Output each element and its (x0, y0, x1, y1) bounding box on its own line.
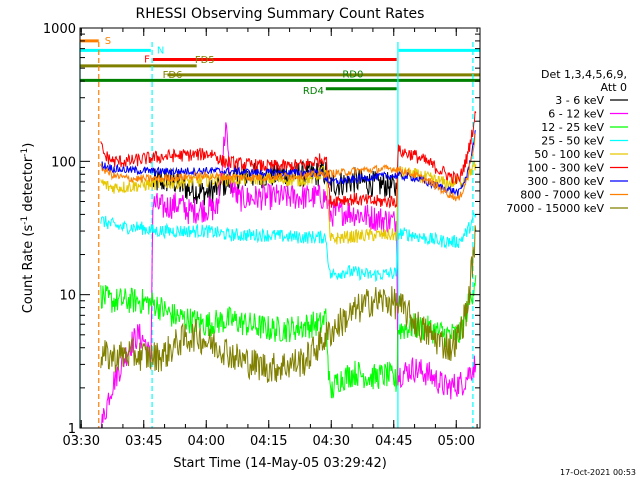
plot-frame (79, 27, 481, 429)
footer-timestamp: 17-Oct-2021 00:53 (560, 468, 636, 477)
x-tick-label: 04:30 (313, 434, 350, 449)
legend-label-6-12-kev: 6 - 12 keV (548, 108, 604, 121)
y-tick-label: 1 (68, 422, 76, 437)
x-tick-label: 04:45 (375, 434, 412, 449)
series-lines (100, 111, 477, 429)
legend-label-3-6-kev: 3 - 6 keV (555, 94, 604, 107)
legend-label-50-100-kev: 50 - 100 keV (534, 148, 604, 161)
y-axis-label-sup2: -1 (20, 148, 30, 157)
y-tick-label: 10 (59, 289, 76, 304)
x-tick-label: 04:00 (188, 434, 225, 449)
flag-label-rd0: RD0 (342, 69, 363, 80)
flag-label-rd4: RD4 (303, 86, 324, 97)
y-axis-label-sup: -1 (20, 216, 30, 225)
axes: 03:30 03:45 04:00 04:15 04:30 04:45 05:00 1 10 10… (43, 22, 480, 449)
series-7000-15000-kev (100, 225, 477, 383)
y-axis-label: Count Rate (s-1 detector-1) (20, 143, 36, 314)
y-axis-label-end: ) (21, 143, 36, 148)
flag-label-fd5: FD5 (195, 55, 215, 66)
x-tick-label: 05:00 (438, 434, 475, 449)
y-tick-label: 100 (51, 155, 76, 170)
flag-label-fd6: FD6 (163, 70, 183, 81)
x-tick-label: 03:45 (125, 434, 162, 449)
flag-bars: S NF FD5 FD6 RD0 RD4 (80, 36, 480, 97)
legend-label-100-300-kev: 100 - 300 keV (527, 162, 604, 175)
legend-label-12-25-kev: 12 - 25 keV (541, 121, 604, 134)
legend-label-300-800-kev: 300 - 800 keV (527, 175, 604, 188)
y-axis-label-main: Count Rate (s (21, 225, 36, 314)
chart-title: RHESSI Observing Summary Count Rates (136, 6, 425, 22)
legend-header: Det 1,3,4,5,6,9, (541, 68, 627, 81)
legend-header: Att 0 (601, 81, 627, 94)
legend-label-800-7000-kev: 800 - 7000 keV (520, 189, 604, 202)
series-800-7000-kev (100, 133, 476, 202)
x-tick-label: 04:15 (250, 434, 287, 449)
x-tick-label: 03:30 (63, 434, 100, 449)
legend-label-25-50-kev: 25 - 50 keV (541, 135, 604, 148)
y-tick-label: 1000 (43, 22, 76, 37)
series-100-300-kev (100, 111, 477, 209)
x-axis-label: Start Time (14-May-05 03:29:42) (173, 456, 387, 471)
flag-label-f: F (144, 55, 150, 66)
flag-label-n: N (157, 45, 164, 56)
series-25-50-kev (100, 212, 477, 283)
series-6-12-kev (100, 122, 477, 429)
flag-label-s: S (105, 36, 111, 47)
y-axis-label-rest: detector (21, 156, 36, 216)
legend-label-7000-15000-kev: 7000 - 15000 keV (506, 202, 604, 215)
